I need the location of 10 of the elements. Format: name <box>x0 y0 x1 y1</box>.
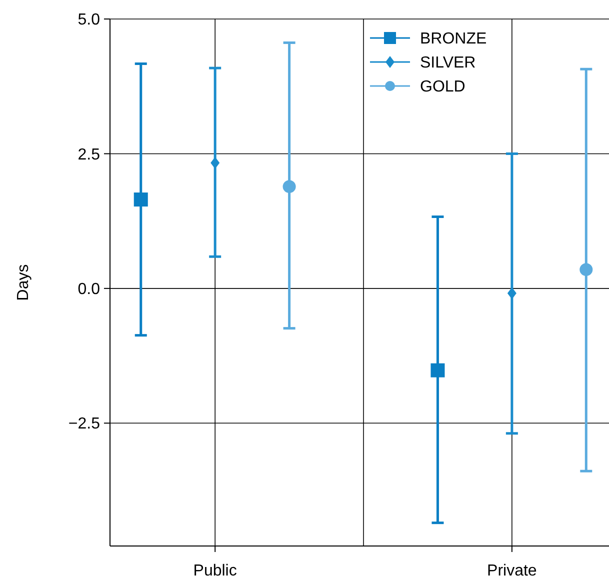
y-tick-label: 2.5 <box>78 146 100 164</box>
y-tick-label: −2.5 <box>68 416 100 433</box>
y-tick-label: 5.0 <box>78 12 100 29</box>
legend-label: SILVER <box>420 54 476 72</box>
x-tick-label: Public <box>193 562 237 580</box>
legend-label: BRONZE <box>420 30 487 48</box>
y-tick-label: 0.0 <box>78 281 100 298</box>
x-tick-label: Private <box>487 562 537 580</box>
legend-label: GOLD <box>420 78 466 96</box>
y-axis-title: Days <box>15 264 32 301</box>
